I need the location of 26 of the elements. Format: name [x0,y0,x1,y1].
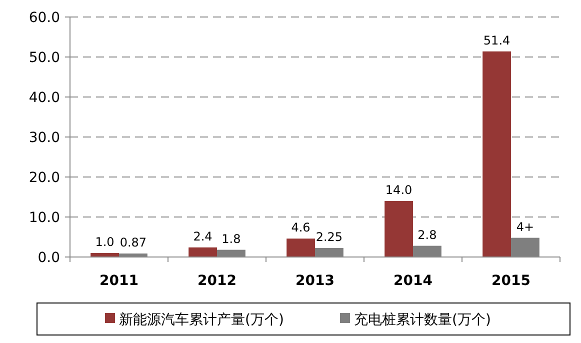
data-label: 4.6 [291,220,310,235]
y-tick-label: 10.0 [28,210,60,226]
bar [286,238,315,257]
data-label: 4+ [516,220,534,234]
data-label: 2.4 [193,229,212,244]
bar [384,201,413,257]
y-tick-label: 30.0 [28,130,60,146]
data-label: 2.25 [316,230,343,244]
bar [188,247,217,257]
x-tick-label: 2012 [198,273,236,289]
data-label: 51.4 [483,33,510,48]
x-tick-label: 2015 [492,273,530,289]
data-label: 14.0 [385,183,412,197]
data-label: 1.8 [222,232,241,246]
y-tick-label: 0.0 [38,250,60,266]
x-tick-label: 2013 [296,273,334,289]
y-tick-label: 50.0 [28,50,60,66]
y-tick-label: 40.0 [28,90,60,106]
bar [482,51,511,257]
data-label: 2.8 [418,228,437,242]
x-tick-label: 2014 [394,273,433,289]
data-label: 1.0 [95,235,114,249]
y-tick-label: 20.0 [28,170,60,186]
x-tick-label: 2011 [100,273,138,289]
y-tick-label: 60.0 [28,10,60,26]
data-label: 0.87 [120,236,147,250]
